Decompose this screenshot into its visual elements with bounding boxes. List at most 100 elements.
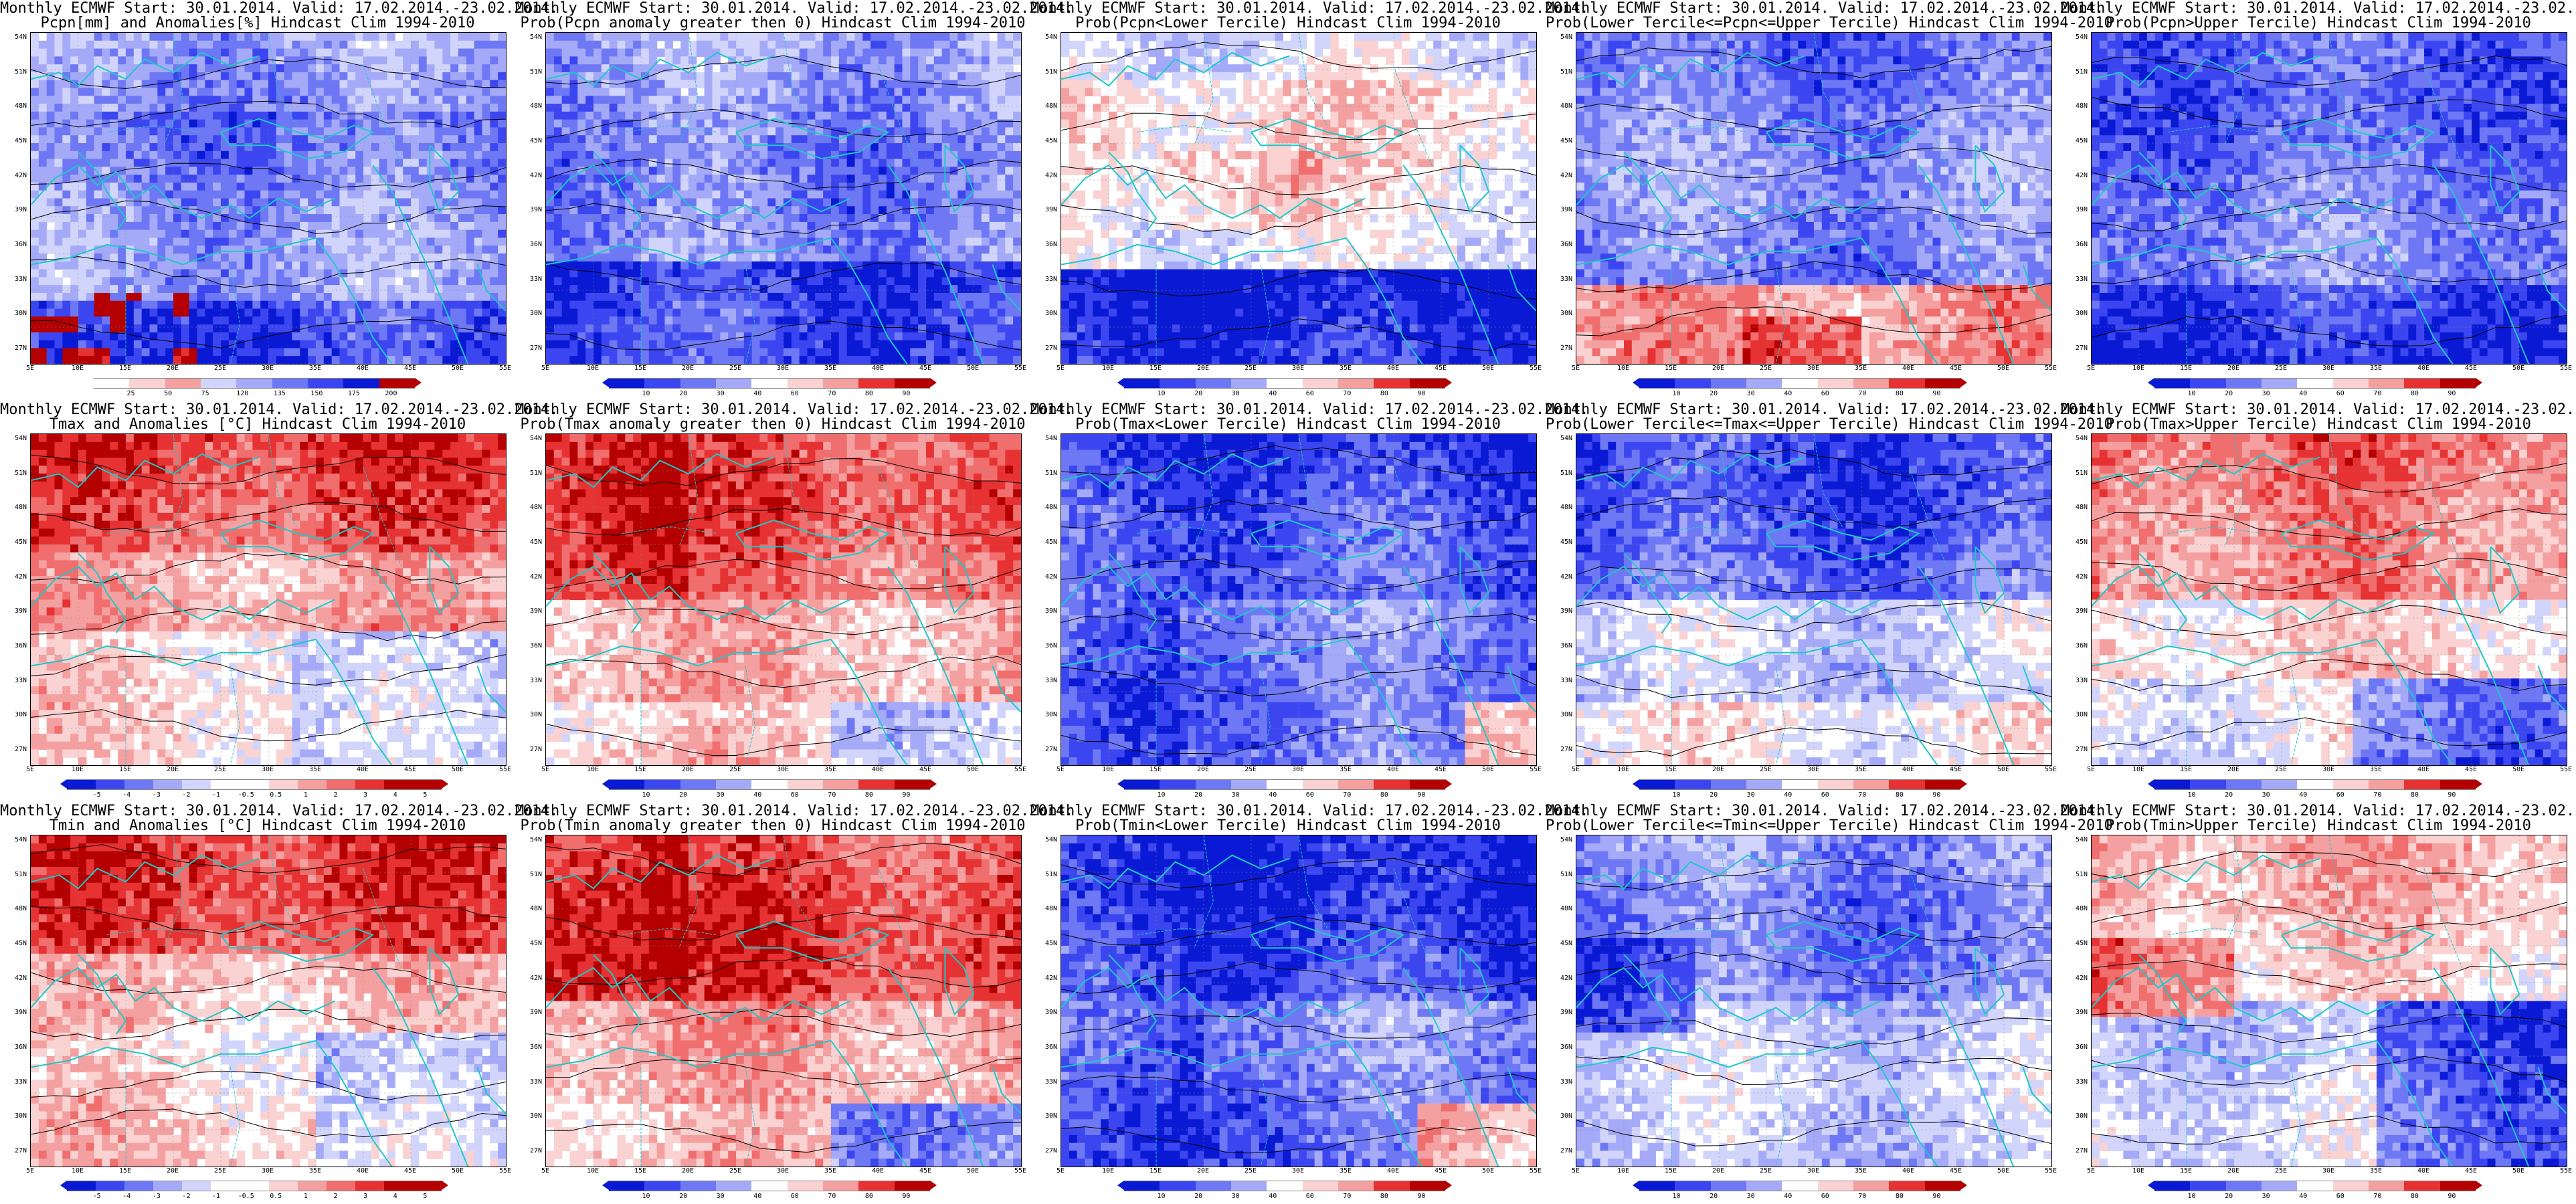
field-cell bbox=[387, 150, 395, 160]
field-cell bbox=[791, 104, 800, 112]
field-cell bbox=[339, 135, 348, 144]
field-cell bbox=[997, 40, 1006, 49]
field-cell bbox=[854, 167, 863, 175]
field-cell bbox=[110, 33, 118, 41]
field-cell bbox=[70, 190, 79, 199]
field-cell bbox=[347, 88, 356, 96]
contour-line bbox=[31, 256, 506, 288]
field-cell bbox=[593, 269, 602, 278]
field-cell bbox=[110, 135, 118, 144]
field-cell bbox=[593, 96, 602, 104]
field-cell bbox=[957, 48, 966, 57]
field-cell bbox=[252, 316, 261, 325]
field-cell bbox=[846, 229, 856, 239]
field-cell bbox=[474, 292, 483, 302]
field-cell bbox=[941, 340, 951, 349]
field-cell bbox=[363, 33, 372, 41]
field-cell bbox=[244, 33, 253, 41]
field-cell bbox=[886, 277, 895, 286]
field-cell bbox=[46, 356, 56, 364]
coastline bbox=[31, 52, 260, 87]
field-cell bbox=[466, 206, 475, 215]
field-cell bbox=[236, 292, 246, 302]
field-cell bbox=[593, 308, 602, 317]
field-cell bbox=[450, 40, 459, 49]
field-cell bbox=[577, 143, 586, 152]
field-cell bbox=[46, 324, 56, 333]
field-cell bbox=[593, 292, 602, 302]
field-cell bbox=[236, 324, 246, 333]
field-cell bbox=[46, 277, 56, 286]
field-cell bbox=[1005, 56, 1014, 65]
field-cell bbox=[157, 300, 166, 310]
field-cell bbox=[910, 198, 919, 207]
field-cell bbox=[617, 167, 626, 175]
field-cell bbox=[102, 254, 110, 262]
field-cell bbox=[450, 285, 459, 294]
field-cell bbox=[743, 308, 753, 317]
field-cell bbox=[704, 285, 713, 294]
field-cell bbox=[252, 348, 261, 357]
field-cell bbox=[323, 119, 333, 128]
field-cell bbox=[102, 48, 110, 57]
field-cell bbox=[482, 150, 490, 160]
field-cell bbox=[78, 111, 87, 120]
field-cell bbox=[862, 190, 871, 199]
field-cell bbox=[141, 292, 151, 302]
field-cell bbox=[434, 64, 443, 73]
field-cell bbox=[434, 356, 443, 364]
field-cell bbox=[38, 88, 48, 96]
field-cell bbox=[672, 150, 681, 160]
field-cell bbox=[546, 348, 555, 357]
field-cell bbox=[862, 292, 871, 302]
field-cell bbox=[879, 292, 887, 302]
field-cell bbox=[450, 143, 459, 152]
field-cell bbox=[46, 300, 56, 310]
field-cell bbox=[94, 143, 103, 152]
field-cell bbox=[221, 277, 229, 286]
field-cell bbox=[720, 119, 729, 128]
field-cell bbox=[664, 269, 673, 278]
field-cell bbox=[791, 33, 800, 41]
field-cell bbox=[577, 127, 586, 136]
field-cell bbox=[228, 88, 238, 96]
field-cell bbox=[418, 159, 428, 167]
field-cell bbox=[300, 190, 308, 199]
field-cell bbox=[102, 190, 110, 199]
field-cell bbox=[838, 308, 848, 317]
field-cell bbox=[926, 285, 935, 294]
field-cell bbox=[490, 324, 498, 333]
field-cell bbox=[704, 150, 713, 160]
field-cell bbox=[78, 190, 87, 199]
field-cell bbox=[126, 80, 134, 89]
field-cell bbox=[815, 111, 824, 120]
field-cell bbox=[38, 245, 48, 254]
field-cell bbox=[46, 159, 56, 167]
field-cell bbox=[672, 159, 681, 167]
field-cell bbox=[371, 237, 380, 246]
field-cell bbox=[601, 237, 610, 246]
field-cell bbox=[759, 316, 768, 325]
field-cell bbox=[276, 316, 285, 325]
field-cell bbox=[498, 316, 506, 325]
field-cell bbox=[894, 237, 903, 246]
field-cell bbox=[363, 221, 372, 231]
field-cell bbox=[347, 206, 356, 215]
field-cell bbox=[458, 48, 467, 57]
field-cell bbox=[546, 340, 555, 349]
field-cell bbox=[331, 324, 341, 333]
field-cell bbox=[110, 285, 118, 294]
field-cell bbox=[593, 324, 602, 333]
field-cell bbox=[355, 340, 364, 349]
field-cell bbox=[989, 56, 998, 65]
field-cell bbox=[244, 182, 253, 191]
field-cell bbox=[720, 324, 729, 333]
field-cell bbox=[846, 64, 856, 73]
field-cell bbox=[981, 135, 990, 144]
field-cell bbox=[712, 332, 721, 341]
field-cell bbox=[300, 182, 308, 191]
field-cell bbox=[672, 308, 681, 317]
field-cell bbox=[38, 214, 48, 223]
field-cell bbox=[31, 143, 39, 152]
field-cell bbox=[974, 292, 982, 302]
